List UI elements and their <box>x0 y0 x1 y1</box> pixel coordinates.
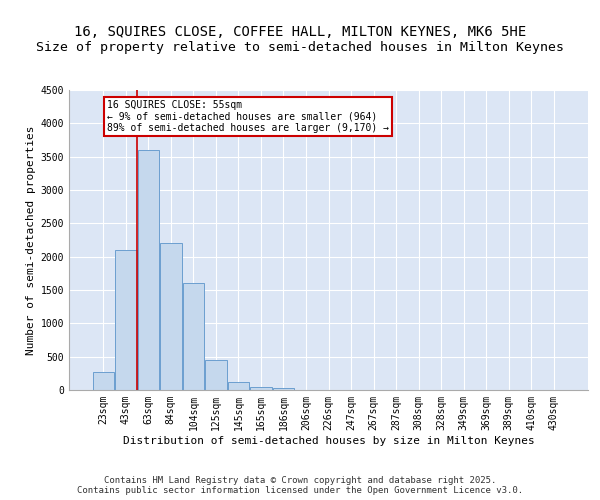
Bar <box>160 244 182 390</box>
Text: 16, SQUIRES CLOSE, COFFEE HALL, MILTON KEYNES, MK6 5HE: 16, SQUIRES CLOSE, COFFEE HALL, MILTON K… <box>74 26 526 40</box>
Text: 16 SQUIRES CLOSE: 55sqm
← 9% of semi-detached houses are smaller (964)
89% of se: 16 SQUIRES CLOSE: 55sqm ← 9% of semi-det… <box>107 100 389 133</box>
Bar <box>115 250 137 390</box>
X-axis label: Distribution of semi-detached houses by size in Milton Keynes: Distribution of semi-detached houses by … <box>122 436 535 446</box>
Bar <box>250 386 272 390</box>
Bar <box>182 284 204 390</box>
Y-axis label: Number of semi-detached properties: Number of semi-detached properties <box>26 125 37 355</box>
Bar <box>205 360 227 390</box>
Bar <box>137 150 159 390</box>
Text: Size of property relative to semi-detached houses in Milton Keynes: Size of property relative to semi-detach… <box>36 41 564 54</box>
Text: Contains HM Land Registry data © Crown copyright and database right 2025.
Contai: Contains HM Land Registry data © Crown c… <box>77 476 523 495</box>
Bar <box>273 388 294 390</box>
Bar <box>92 372 114 390</box>
Bar <box>228 382 249 390</box>
